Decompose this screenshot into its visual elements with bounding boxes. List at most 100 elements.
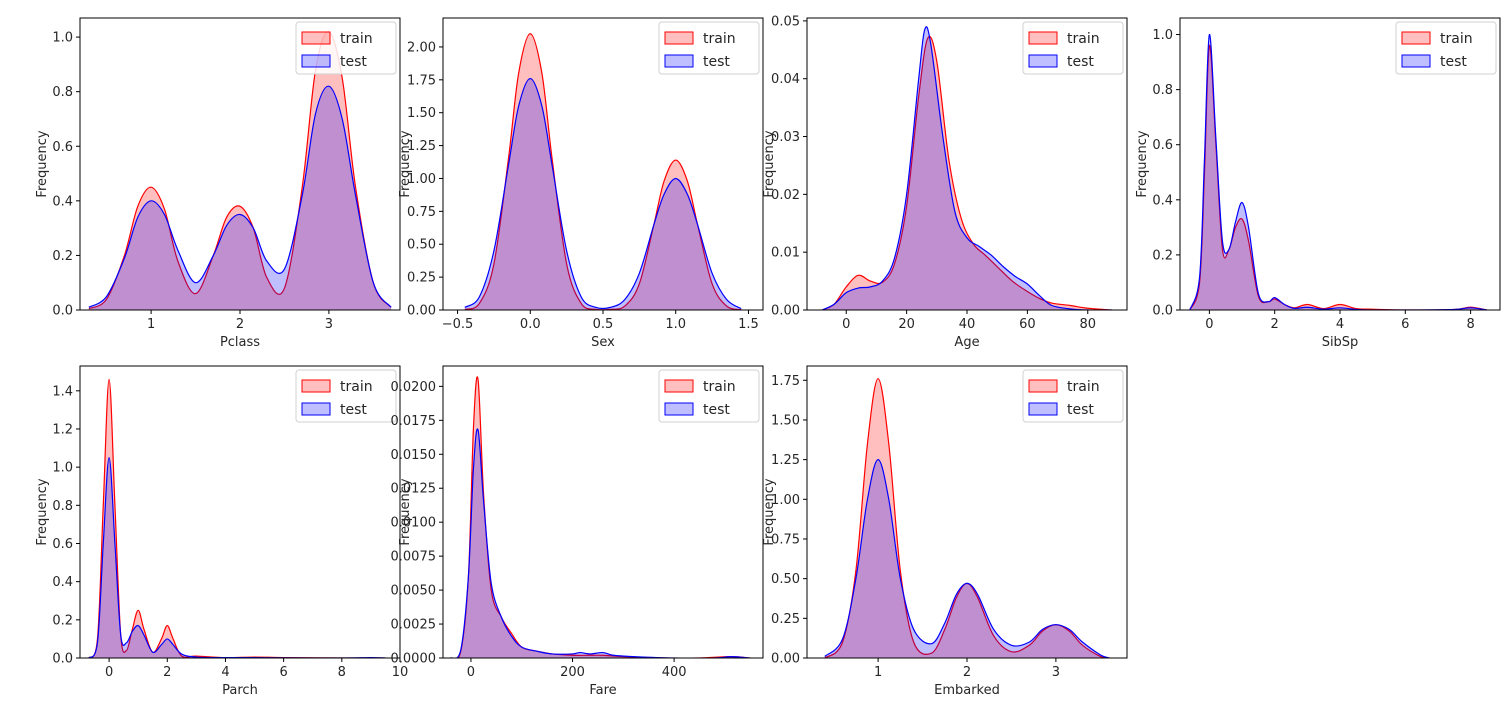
series-test-area (824, 459, 1110, 658)
x-tick-label: 4 (221, 665, 229, 680)
legend: train test (295, 21, 397, 75)
x-axis-label: Parch (222, 683, 258, 698)
legend-swatch-train (301, 379, 331, 393)
series-train-line (88, 31, 392, 310)
y-tick-label: 0.2 (52, 249, 73, 264)
y-tick-label: 1.00 (407, 172, 436, 187)
subplot-pclass: 1 2 3 0.0 0.2 0.4 0.6 0.8 1.0 Pclass Frequency trai… (35, 17, 401, 350)
plot-area (88, 31, 392, 310)
series-test-area (450, 428, 751, 658)
y-tick-label: 0.50 (407, 238, 436, 253)
y-tick-label: 0.04 (771, 72, 800, 87)
y-axis-label: Frequency (762, 130, 777, 197)
series-train-line (464, 33, 742, 310)
y-tick-label: 1.75 (771, 374, 800, 389)
y-tick-label: 1.0 (52, 461, 73, 476)
series-train-area (464, 33, 742, 310)
y-tick-label: 0.6 (52, 140, 73, 155)
y-tick-label: 0.75 (771, 532, 800, 547)
y-tick-label: 1.50 (407, 106, 436, 121)
legend-swatch-test (664, 402, 694, 416)
y-tick-label: 0.50 (771, 572, 800, 587)
series-test-line (821, 26, 1112, 310)
y-tick-label: 0.0025 (391, 618, 437, 633)
y-tick-label: 0.02 (771, 188, 800, 203)
y-tick-label: 0.00 (771, 652, 800, 667)
y-tick-label: 1.25 (407, 139, 436, 154)
x-tick-label: 60 (1019, 317, 1036, 332)
axes-frame (442, 365, 764, 659)
y-tick-label: 0.0000 (391, 652, 437, 667)
legend-box (1022, 369, 1124, 423)
y-tick-label: 0.4 (1152, 193, 1173, 208)
subplot-sibsp: 0 2 4 6 8 0.0 0.2 0.4 0.6 0.8 1.0 SibSp Frequency tra… (1135, 17, 1501, 350)
y-tick-label: 0.2 (52, 613, 73, 628)
legend-swatch-test (301, 54, 331, 68)
legend-label-train: train (1440, 31, 1473, 47)
legend-swatch-train (1028, 379, 1058, 393)
series-test-line (88, 85, 392, 308)
legend-label-test: test (1067, 402, 1094, 418)
y-axis-label: Frequency (398, 130, 413, 197)
legend-label-train: train (340, 31, 373, 47)
y-tick-label: 1.50 (771, 413, 800, 428)
legend: train test (1022, 21, 1124, 75)
series-test-area (822, 26, 1112, 310)
series-test-line (450, 428, 751, 658)
y-tick-label: 0.2 (1152, 248, 1173, 263)
y-tick-label: 0.6 (1152, 138, 1173, 153)
legend-label-train: train (340, 379, 373, 395)
series-train-area (1189, 45, 1487, 310)
y-tick-label: 0.0200 (391, 380, 437, 395)
y-tick-label: 1.2 (52, 422, 73, 437)
x-tick-label: 0 (1205, 317, 1213, 332)
y-tick-label: 0.0100 (391, 516, 437, 531)
y-tick-label: 0.00 (771, 304, 800, 319)
y-axis-label: Frequency (762, 478, 777, 545)
series-train-area (88, 31, 392, 310)
x-tick-label: 1.0 (665, 317, 686, 332)
y-tick-label: 0.4 (52, 575, 73, 590)
subplot-sex: −0.5 0.0 0.5 1.0 1.5 0.00 0.25 0.50 0.75 1.00 1.25… (398, 17, 764, 350)
x-tick-label: 6 (1401, 317, 1409, 332)
y-tick-label: 0.0125 (391, 482, 437, 497)
y-tick-label: 0.0150 (391, 448, 437, 463)
x-tick-label: 6 (279, 665, 287, 680)
series-test-area (1189, 34, 1487, 310)
x-axis-label: Fare (589, 683, 616, 698)
y-tick-label: 1.75 (407, 73, 436, 88)
legend-box (1022, 21, 1124, 75)
x-tick-label: 0.0 (520, 317, 541, 332)
y-tick-label: 0.0050 (391, 584, 437, 599)
x-tick-label: 200 (560, 665, 585, 680)
y-tick-label: 0.05 (771, 14, 800, 29)
x-tick-label: 80 (1079, 317, 1096, 332)
legend: train test (658, 369, 760, 423)
legend-swatch-test (1401, 54, 1431, 68)
y-tick-label: 0.25 (771, 612, 800, 627)
y-tick-label: 0.8 (52, 85, 73, 100)
y-tick-label: 0.0 (1152, 304, 1173, 319)
x-tick-label: 2 (1271, 317, 1279, 332)
x-tick-label: −0.5 (442, 317, 474, 332)
x-axis-label: SibSp (1322, 335, 1359, 350)
y-tick-label: 0.03 (771, 130, 800, 145)
series-train-area (822, 36, 1112, 310)
legend-swatch-train (301, 31, 331, 45)
y-tick-label: 0.25 (407, 271, 436, 286)
series-train-line (821, 35, 1112, 310)
legend-label-test: test (703, 54, 730, 70)
y-tick-label: 0.01 (771, 246, 800, 261)
series-train-area (88, 379, 386, 658)
y-tick-label: 0.75 (407, 205, 436, 220)
y-tick-label: 0.0175 (391, 414, 437, 429)
y-tick-label: 0.4 (52, 194, 73, 209)
y-tick-label: 2.00 (407, 40, 436, 55)
legend-box (1395, 21, 1497, 75)
x-tick-label: 400 (662, 665, 687, 680)
series-train-area (824, 378, 1110, 658)
y-tick-label: 0.0 (52, 304, 73, 319)
y-tick-label: 0.0075 (391, 550, 437, 565)
x-axis-label: Sex (591, 335, 615, 350)
axes-frame (79, 365, 401, 659)
